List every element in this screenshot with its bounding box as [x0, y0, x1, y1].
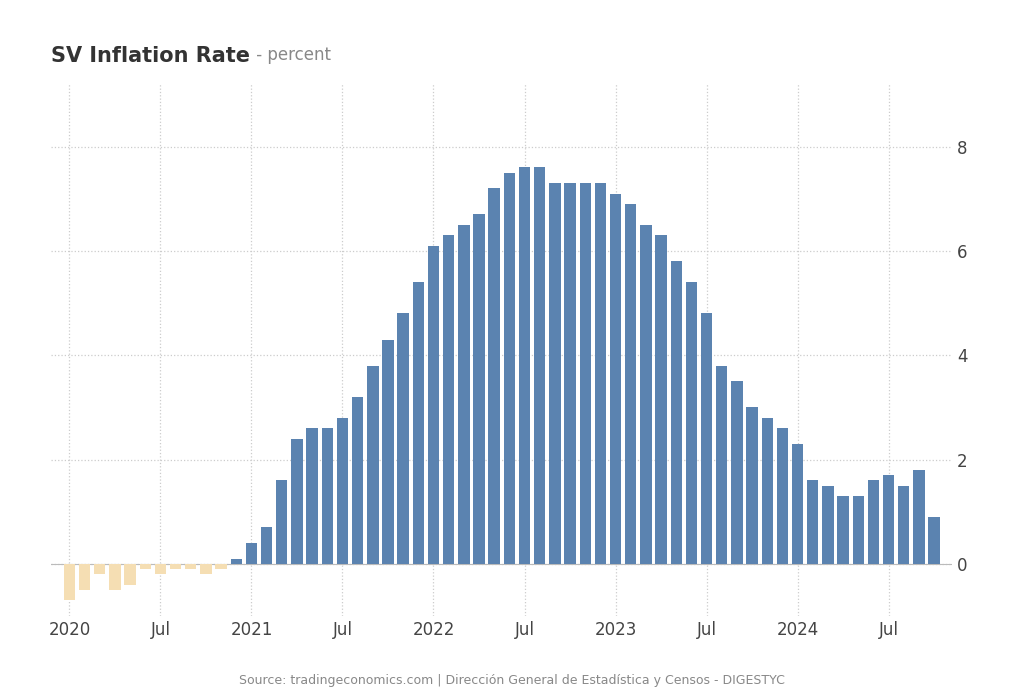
Bar	[276, 480, 288, 564]
Bar	[762, 418, 773, 564]
Text: - percent: - percent	[251, 46, 331, 64]
Bar	[79, 564, 90, 590]
Bar	[929, 517, 940, 564]
Text: SV Inflation Rate: SV Inflation Rate	[51, 46, 250, 66]
Bar	[139, 564, 151, 569]
Bar	[867, 480, 880, 564]
Bar	[838, 496, 849, 564]
Bar	[215, 564, 226, 569]
Bar	[792, 444, 803, 564]
Bar	[368, 365, 379, 564]
Bar	[473, 214, 484, 564]
Bar	[549, 183, 560, 564]
Bar	[337, 418, 348, 564]
Bar	[519, 167, 530, 564]
Bar	[913, 470, 925, 564]
Bar	[397, 314, 409, 564]
Bar	[700, 314, 713, 564]
Bar	[185, 564, 197, 569]
Bar	[94, 564, 105, 574]
Bar	[716, 365, 727, 564]
Bar	[458, 225, 470, 564]
Bar	[746, 407, 758, 564]
Bar	[110, 564, 121, 590]
Bar	[610, 193, 622, 564]
Text: Source: tradingeconomics.com | Dirección General de Estadística y Censos - DIGES: Source: tradingeconomics.com | Dirección…	[239, 674, 785, 687]
Bar	[686, 282, 697, 564]
Bar	[504, 173, 515, 564]
Bar	[580, 183, 591, 564]
Bar	[291, 439, 303, 564]
Bar	[155, 564, 166, 574]
Bar	[230, 559, 242, 564]
Bar	[853, 496, 864, 564]
Bar	[534, 167, 546, 564]
Bar	[671, 261, 682, 564]
Bar	[322, 428, 333, 564]
Bar	[443, 235, 455, 564]
Bar	[777, 428, 788, 564]
Bar	[170, 564, 181, 569]
Bar	[625, 204, 636, 564]
Bar	[807, 480, 818, 564]
Bar	[428, 246, 439, 564]
Bar	[640, 225, 651, 564]
Bar	[595, 183, 606, 564]
Bar	[352, 397, 364, 564]
Bar	[306, 428, 317, 564]
Bar	[413, 282, 424, 564]
Bar	[382, 340, 393, 564]
Bar	[883, 475, 894, 564]
Bar	[822, 486, 834, 564]
Bar	[655, 235, 667, 564]
Bar	[488, 188, 500, 564]
Bar	[564, 183, 575, 564]
Bar	[201, 564, 212, 574]
Bar	[261, 527, 272, 564]
Bar	[63, 564, 75, 601]
Bar	[124, 564, 136, 584]
Bar	[731, 382, 742, 564]
Bar	[898, 486, 909, 564]
Bar	[246, 543, 257, 564]
